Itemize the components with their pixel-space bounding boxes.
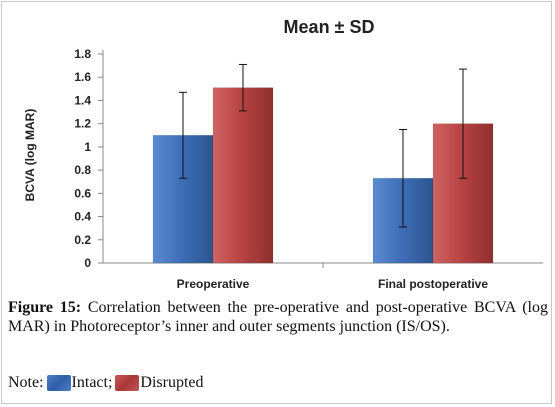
y-tick-label: 1.2 <box>74 117 91 131</box>
figure-caption: Figure 15: Correlation between the pre-o… <box>8 298 548 336</box>
y-tick-label: 0.2 <box>74 233 91 247</box>
error-bars-group <box>179 63 467 228</box>
x-axis: Preoperative Final postoperative <box>177 263 488 291</box>
bar-disrupted-1 <box>212 87 274 264</box>
bar-disrupted-2 <box>432 123 494 264</box>
y-axis-label: BCVA (log MAR) <box>23 109 37 202</box>
legend-label-disrupted: Disrupted <box>140 374 204 391</box>
bar-chart: Mean ± SD BCVA (log MAR) 0 0.2 0.4 0.6 0.8 1 1… <box>23 17 543 291</box>
legend-note: Note: Intact; Disrupted <box>8 373 204 393</box>
y-tick-label: 0.4 <box>74 210 91 224</box>
legend-label-intact: Intact; <box>71 374 113 391</box>
legend-swatch-intact <box>46 375 71 391</box>
y-tick-label: 1.6 <box>74 70 91 84</box>
y-tick-label: 1.4 <box>74 93 91 107</box>
chart-title: Mean ± SD <box>284 17 375 37</box>
y-tick-label: 1 <box>84 140 91 154</box>
x-category-label: Preoperative <box>177 277 250 291</box>
y-tick-label: 1.8 <box>74 47 91 61</box>
x-category-label: Final postoperative <box>378 277 488 291</box>
note-prefix: Note: <box>8 374 44 391</box>
y-tick-label: 0.6 <box>74 186 91 200</box>
y-tick-label: 0 <box>84 256 91 270</box>
y-tick-label: 0.8 <box>74 163 91 177</box>
legend-swatch-disrupted <box>115 375 140 391</box>
bars-group <box>152 87 494 264</box>
y-axis: 0 0.2 0.4 0.6 0.8 1 1.2 1.4 1.6 1.8 <box>74 47 543 270</box>
figure-label: Figure 15: <box>8 299 82 316</box>
figure-caption-text: Correlation between the pre-operative an… <box>8 299 549 335</box>
